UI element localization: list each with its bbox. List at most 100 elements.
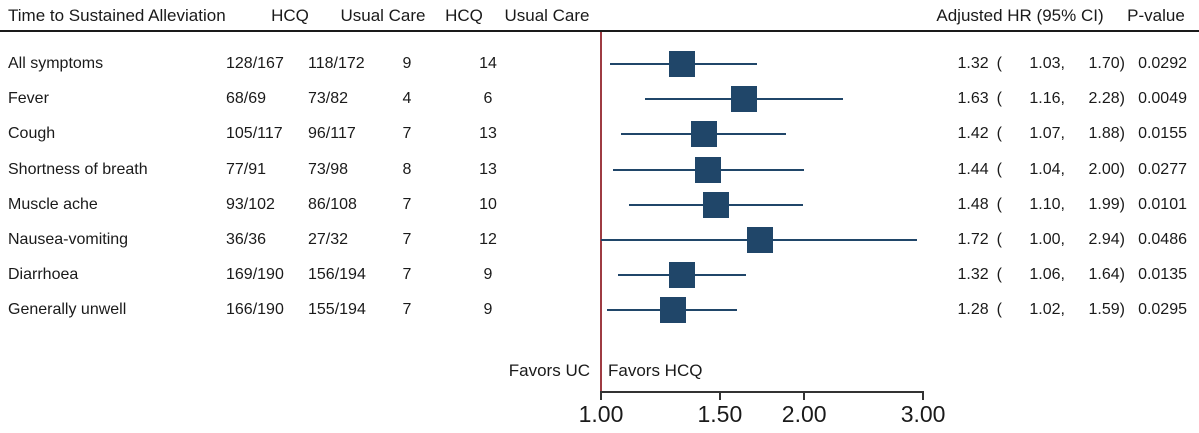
- hcq-median-value: 7: [402, 231, 412, 248]
- outcome-label: Shortness of breath: [8, 161, 148, 178]
- hazard-ratio-marker: [669, 50, 696, 77]
- hcq-events-value: 105/117: [226, 125, 283, 142]
- uc-events-value: 73/98: [308, 161, 349, 178]
- uc-events-value: 27/32: [308, 231, 349, 248]
- ci-upper-value: 1.99): [1088, 196, 1125, 213]
- hcq-events-value: 166/190: [226, 301, 284, 318]
- outcome-label: Diarrhoea: [8, 266, 79, 283]
- table-row: Nausea-vomiting 36/36 27/32 7 12 1.72 ( …: [0, 222, 1199, 257]
- column-header-adjusted-hr: Adjusted HR (95% CI): [936, 6, 1104, 25]
- hcq-median-value: 7: [402, 301, 412, 318]
- favors-uc-label: Favors UC: [508, 361, 590, 380]
- hr-value: 1.32 (: [957, 266, 1002, 283]
- table-row: Cough 105/117 96/117 7 13 1.42 ( 1.07, 1…: [0, 116, 1199, 151]
- hazard-ratio-marker: [669, 261, 696, 288]
- uc-median-value: 14: [479, 55, 497, 72]
- column-header-p-value: P-value: [1127, 6, 1185, 25]
- p-value: 0.0155: [1138, 125, 1187, 142]
- ci-lower-value: 1.06,: [1029, 266, 1065, 283]
- p-value: 0.0292: [1138, 55, 1187, 72]
- table-row: Diarrhoea 169/190 156/194 7 9 1.32 ( 1.0…: [0, 257, 1199, 292]
- uc-events-value: 156/194: [308, 266, 366, 283]
- hcq-events-value: 68/69: [226, 90, 267, 107]
- hcq-events-value: 77/91: [226, 161, 267, 178]
- outcome-label: Fever: [8, 90, 49, 107]
- p-value: 0.0277: [1138, 161, 1187, 178]
- uc-median-value: 13: [479, 125, 497, 142]
- hr-value: 1.32 (: [957, 55, 1002, 72]
- column-header-hcq-events: HCQ: [271, 6, 309, 25]
- column-header-outcome: Time to Sustained Alleviation: [8, 6, 226, 25]
- uc-median-value: 12: [479, 231, 497, 248]
- uc-median-value: 9: [483, 266, 493, 283]
- column-header-uc-events: Usual Care: [340, 6, 426, 25]
- ci-upper-value: 2.00): [1088, 161, 1125, 178]
- ci-lower-value: 1.00,: [1029, 231, 1065, 248]
- hcq-median-value: 7: [402, 125, 412, 142]
- table-row: Generally unwell 166/190 155/194 7 9 1.2…: [0, 292, 1199, 327]
- hcq-events-value: 128/167: [226, 55, 284, 72]
- p-value: 0.0135: [1138, 266, 1187, 283]
- x-axis-tick: [600, 391, 602, 400]
- hr-value: 1.63 (: [957, 90, 1002, 107]
- outcome-label: Cough: [8, 125, 56, 142]
- x-axis-tick: [803, 391, 806, 400]
- hcq-events-value: 93/102: [226, 196, 275, 213]
- uc-events-value: 155/194: [308, 301, 366, 318]
- x-axis-line: [600, 391, 925, 393]
- ci-lower-value: 1.16,: [1029, 90, 1065, 107]
- x-axis-tick-label: 1.00: [578, 401, 624, 427]
- hcq-events-value: 169/190: [226, 266, 284, 283]
- ci-upper-value: 2.28): [1088, 90, 1125, 107]
- x-axis-tick-label: 2.00: [781, 401, 827, 427]
- hazard-ratio-marker: [690, 120, 717, 147]
- outcome-label: Nausea-vomiting: [8, 231, 129, 248]
- hr-value: 1.44 (: [957, 161, 1002, 178]
- ci-lower-value: 1.10,: [1029, 196, 1065, 213]
- hr-value: 1.72 (: [957, 231, 1002, 248]
- favors-hcq-label: Favors HCQ: [608, 361, 703, 380]
- ci-upper-value: 1.59): [1088, 301, 1125, 318]
- ci-lower-value: 1.02,: [1029, 301, 1065, 318]
- outcome-label: Muscle ache: [8, 196, 98, 213]
- p-value: 0.0486: [1138, 231, 1187, 248]
- ci-upper-value: 2.94): [1088, 231, 1125, 248]
- hr-value: 1.28 (: [957, 301, 1002, 318]
- x-axis-tick-label: 1.50: [697, 401, 743, 427]
- p-value: 0.0101: [1138, 196, 1187, 213]
- hcq-events-value: 36/36: [226, 231, 267, 248]
- uc-median-value: 10: [479, 196, 497, 213]
- table-row: Shortness of breath 77/91 73/98 8 13 1.4…: [0, 152, 1199, 187]
- hcq-median-value: 7: [402, 196, 412, 213]
- hazard-ratio-marker: [747, 226, 773, 253]
- hcq-median-value: 9: [402, 55, 412, 72]
- ci-upper-value: 1.64): [1088, 266, 1125, 283]
- p-value: 0.0295: [1138, 301, 1187, 318]
- table-row: All symptoms 128/167 118/172 9 14 1.32 (…: [0, 46, 1199, 81]
- x-axis-tick: [718, 391, 721, 400]
- hcq-median-value: 8: [402, 161, 412, 178]
- column-header-hcq-median: HCQ: [445, 6, 483, 25]
- hazard-ratio-marker: [731, 85, 758, 112]
- outcome-label: All symptoms: [8, 55, 104, 72]
- reference-line-hr1: [600, 32, 602, 391]
- table-row: Fever 68/69 73/82 4 6 1.63 ( 1.16, 2.28)…: [0, 81, 1199, 116]
- uc-events-value: 118/172: [308, 55, 365, 72]
- uc-events-value: 96/117: [308, 125, 356, 142]
- header-divider-rule: [0, 30, 1199, 32]
- uc-events-value: 86/108: [308, 196, 357, 213]
- hazard-ratio-marker: [702, 191, 729, 218]
- ci-lower-value: 1.07,: [1029, 125, 1065, 142]
- hcq-median-value: 7: [402, 266, 412, 283]
- x-axis-tick: [922, 391, 925, 400]
- hazard-ratio-marker: [660, 296, 687, 323]
- uc-median-value: 9: [483, 301, 493, 318]
- uc-events-value: 73/82: [308, 90, 349, 107]
- table-row: Muscle ache 93/102 86/108 7 10 1.48 ( 1.…: [0, 187, 1199, 222]
- x-axis-tick-label: 3.00: [900, 401, 946, 427]
- ci-upper-value: 1.70): [1088, 55, 1125, 72]
- p-value: 0.0049: [1138, 90, 1187, 107]
- outcome-label: Generally unwell: [8, 301, 127, 318]
- hazard-ratio-marker: [694, 156, 721, 183]
